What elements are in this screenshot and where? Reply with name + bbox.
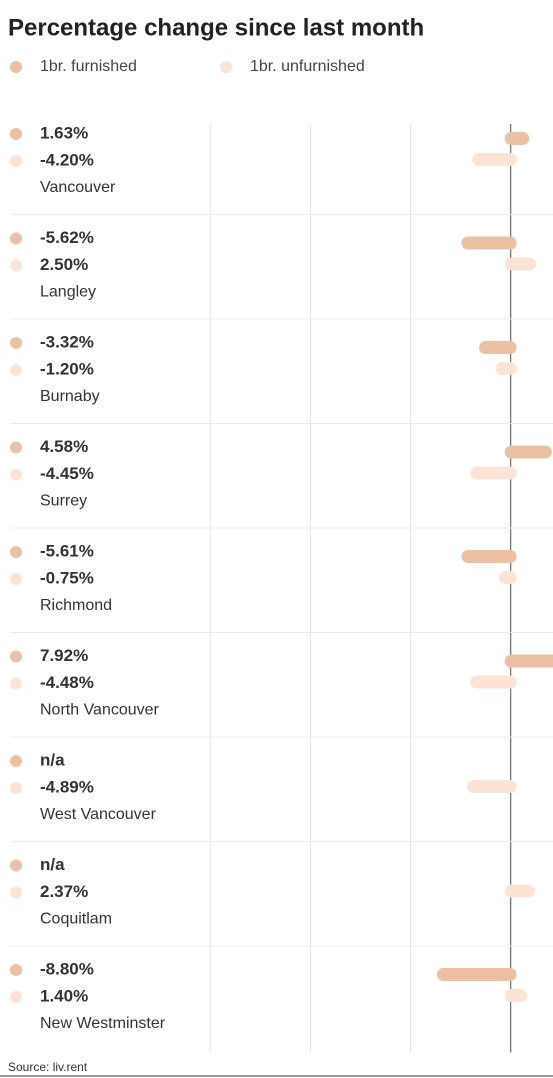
value-swatch: [10, 573, 22, 585]
bar: [504, 654, 553, 668]
value-label: 1.63%: [40, 123, 88, 142]
value-label: -4.45%: [40, 464, 94, 483]
bar: [504, 445, 552, 459]
value-label: -5.61%: [40, 541, 94, 560]
value-label: -4.20%: [40, 150, 94, 169]
legend-swatch: [10, 61, 22, 73]
bar: [504, 257, 536, 271]
bar: [472, 153, 517, 166]
category-label: Coquitlam: [40, 911, 112, 928]
value-label: n/a: [40, 855, 65, 874]
value-label: 1.40%: [40, 986, 88, 1005]
category-label: North Vancouver: [40, 702, 160, 719]
bar: [504, 989, 528, 1002]
value-label: -1.20%: [40, 359, 94, 378]
bar: [436, 968, 517, 981]
value-swatch: [10, 259, 22, 272]
legend-label: 1br. unfurnished: [250, 58, 365, 75]
category-label: Langley: [40, 284, 96, 301]
bar: [470, 675, 517, 689]
category-label: New Westminster: [40, 1015, 166, 1032]
value-label: 7.92%: [40, 646, 88, 665]
value-swatch: [10, 650, 22, 663]
bar: [498, 571, 517, 584]
value-swatch: [10, 546, 22, 558]
value-label: -8.80%: [40, 959, 94, 978]
category-label: West Vancouver: [40, 806, 157, 823]
bar: [504, 884, 535, 898]
value-swatch: [10, 886, 22, 899]
value-swatch: [10, 964, 22, 976]
bar: [461, 550, 517, 563]
bar: [466, 780, 517, 793]
category-label: Burnaby: [40, 388, 100, 405]
value-label: -4.89%: [40, 777, 94, 796]
source: Source: liv.rent: [8, 1060, 88, 1074]
value-swatch: [10, 364, 22, 376]
category-label: Richmond: [40, 597, 112, 614]
value-swatch: [10, 232, 22, 245]
bar: [504, 132, 530, 145]
bar: [479, 341, 517, 354]
value-swatch: [10, 441, 22, 454]
chart-title: Percentage change since last month: [8, 14, 424, 41]
bar: [461, 236, 517, 250]
value-label: 2.37%: [40, 882, 88, 901]
value-label: -4.48%: [40, 673, 94, 692]
legend-swatch: [220, 61, 232, 73]
value-label: -3.32%: [40, 332, 94, 351]
legend-label: 1br. furnished: [40, 58, 137, 75]
bar: [495, 362, 517, 375]
value-swatch: [10, 755, 22, 767]
value-label: 2.50%: [40, 255, 88, 274]
value-swatch: [10, 337, 22, 349]
value-swatch: [10, 677, 22, 690]
value-swatch: [10, 782, 22, 794]
value-swatch: [10, 991, 22, 1003]
value-label: -5.62%: [40, 228, 94, 247]
value-label: n/a: [40, 750, 65, 769]
value-swatch: [10, 468, 22, 481]
category-label: Vancouver: [40, 179, 116, 196]
value-label: 4.58%: [40, 437, 88, 456]
value-label: -0.75%: [40, 568, 94, 587]
category-label: Surrey: [40, 493, 87, 510]
value-swatch: [10, 859, 22, 872]
value-swatch: [10, 155, 22, 167]
bar: [470, 466, 517, 480]
value-swatch: [10, 128, 22, 140]
